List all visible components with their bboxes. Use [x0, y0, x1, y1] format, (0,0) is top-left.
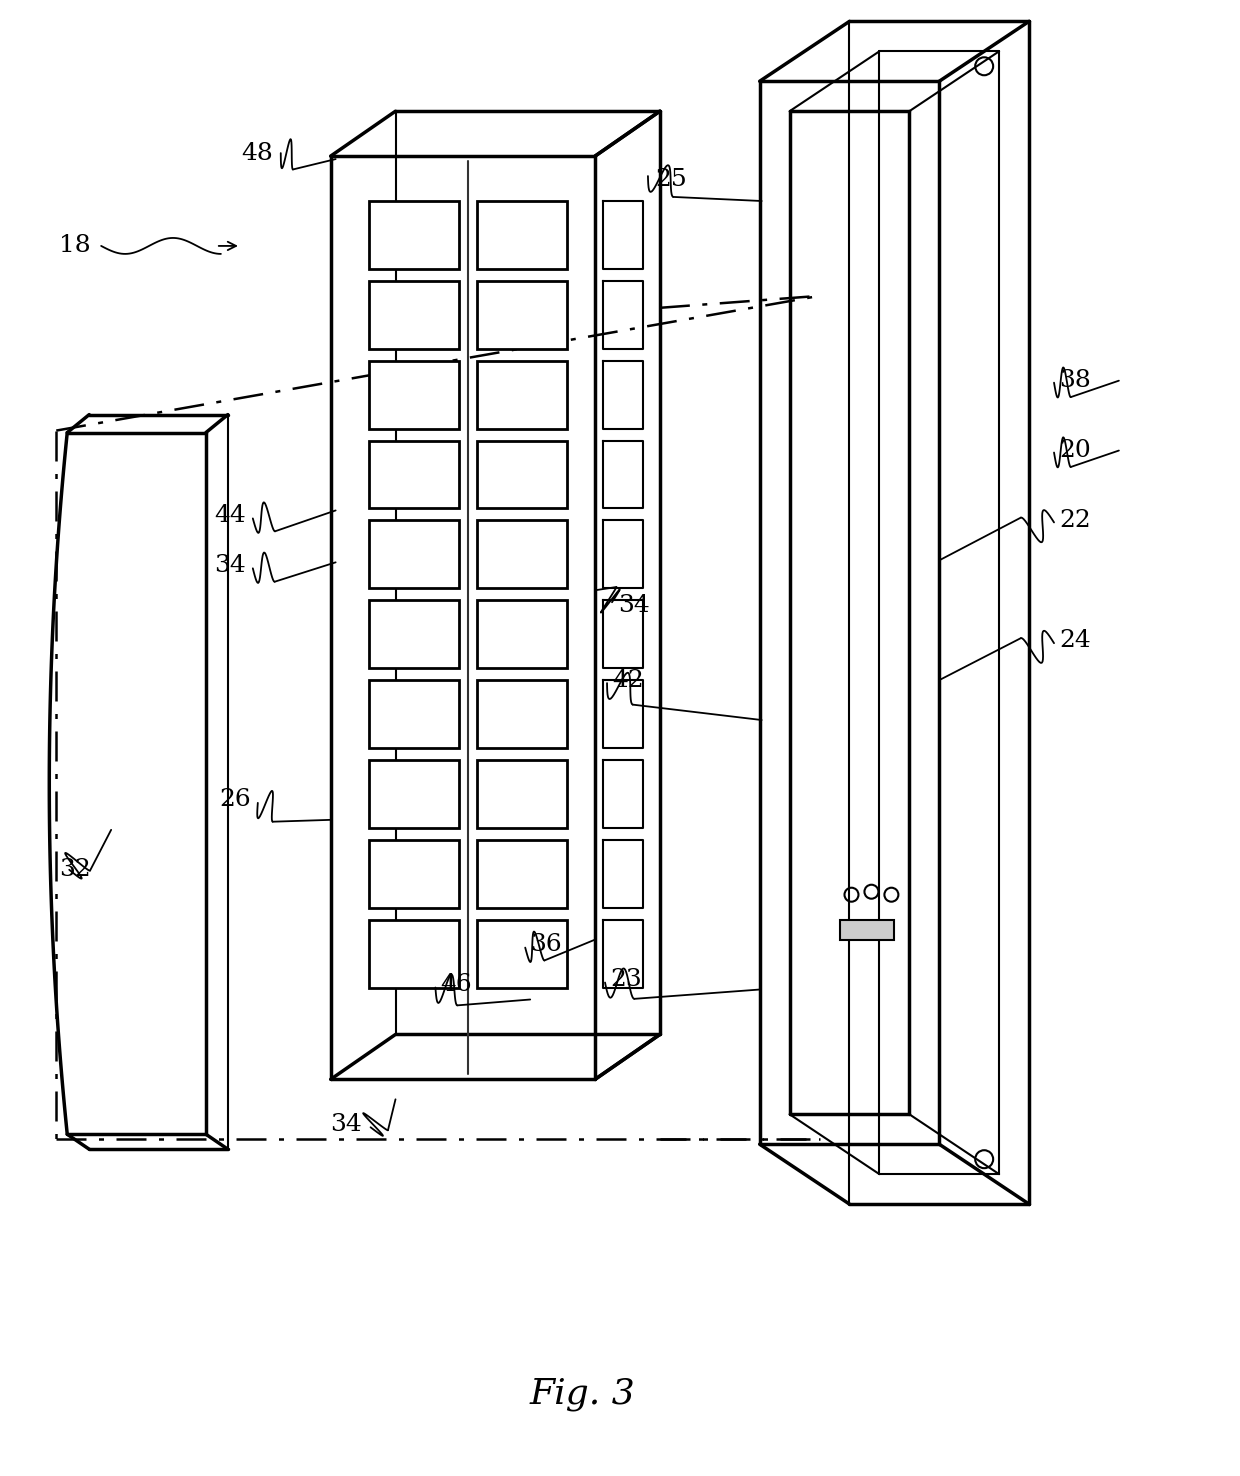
Bar	[477, 840, 567, 908]
Text: 34: 34	[330, 1113, 362, 1135]
Text: 23: 23	[610, 968, 642, 990]
Bar	[370, 440, 459, 508]
Text: 42: 42	[613, 669, 644, 692]
Bar	[370, 680, 459, 748]
Text: 34: 34	[618, 593, 650, 617]
Bar	[370, 840, 459, 908]
Text: 22: 22	[1059, 509, 1091, 531]
Bar	[370, 920, 459, 987]
Text: 44: 44	[215, 503, 246, 527]
Bar	[477, 440, 567, 508]
Text: 26: 26	[219, 788, 250, 812]
Text: 36: 36	[531, 933, 562, 956]
Bar	[477, 280, 567, 348]
Bar	[370, 201, 459, 269]
Text: 38: 38	[1059, 369, 1091, 393]
Text: 18: 18	[60, 235, 91, 257]
Text: 34: 34	[215, 554, 246, 577]
Bar	[370, 280, 459, 348]
Text: 48: 48	[241, 142, 273, 165]
Text: 24: 24	[1059, 629, 1091, 652]
Bar	[370, 760, 459, 828]
Text: 20: 20	[1059, 438, 1091, 462]
Bar	[477, 760, 567, 828]
Text: Fig. 3: Fig. 3	[529, 1377, 636, 1411]
Bar	[477, 601, 567, 669]
Bar	[370, 601, 459, 669]
Bar	[477, 920, 567, 987]
Text: 46: 46	[440, 973, 472, 996]
Text: 32: 32	[60, 858, 91, 881]
Bar	[477, 680, 567, 748]
Bar	[839, 920, 894, 940]
Bar	[477, 360, 567, 428]
Bar	[477, 201, 567, 269]
Text: 25: 25	[655, 168, 687, 190]
Bar	[477, 521, 567, 589]
Bar	[370, 360, 459, 428]
Bar	[370, 521, 459, 589]
